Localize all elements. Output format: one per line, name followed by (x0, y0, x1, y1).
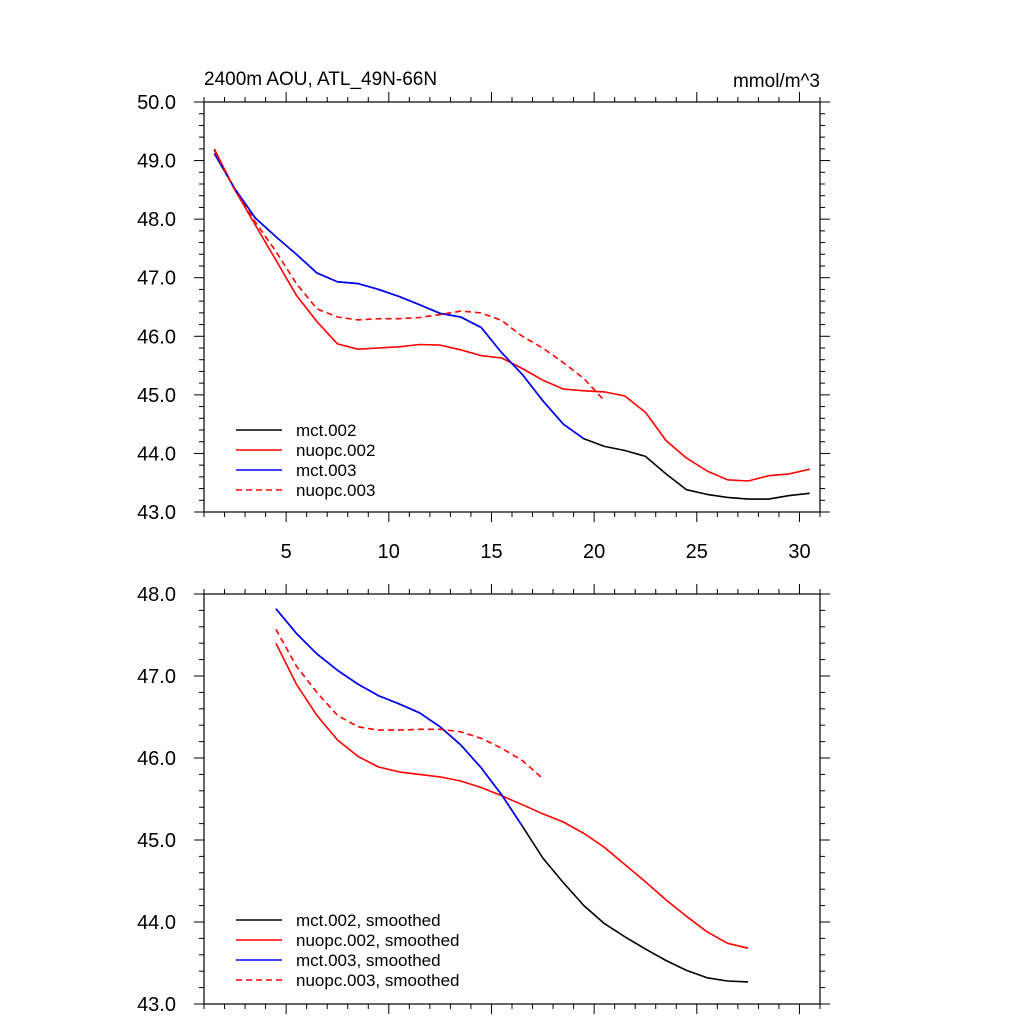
y-tick-label: 47.0 (137, 268, 176, 290)
y-tick-label: 50.0 (137, 92, 176, 114)
y-tick-label: 49.0 (137, 151, 176, 173)
x-tick-label: 25 (686, 541, 708, 563)
legend-label: mct.002 (296, 421, 356, 440)
top-panel: 2400m AOU, ATL_49N-66N mmol/m^3 5 10 15 20 2… (137, 69, 830, 563)
y-tick-label: 43.0 (137, 994, 176, 1016)
y-tick-label: 45.0 (137, 385, 176, 407)
y-tick-label: 48.0 (137, 209, 176, 231)
legend-label: mct.003, smoothed (296, 951, 441, 970)
y-tick-label: 44.0 (137, 912, 176, 934)
legend-label: nuopc.002 (296, 441, 375, 460)
series-line-mct-003 (213, 153, 585, 440)
y-tick-label: 44.0 (137, 443, 176, 465)
y-tick-label: 46.0 (137, 326, 176, 348)
y-tick-label: 43.0 (137, 502, 176, 524)
x-tick-label: 10 (378, 541, 400, 563)
legend-label: nuopc.002, smoothed (296, 931, 460, 950)
x-tick-label: 5 (281, 541, 292, 563)
y-tick-label: 45.0 (137, 830, 176, 852)
series-line-mct-003-smoothed (275, 608, 523, 827)
legend-label: mct.003 (296, 461, 356, 480)
x-tick-label: 20 (583, 541, 605, 563)
chart-title: 2400m AOU, ATL_49N-66N (204, 69, 437, 90)
series-line-nuopc-003-smoothed (275, 628, 544, 780)
y-tick-label: 47.0 (137, 666, 176, 688)
legend-label: nuopc.003, smoothed (296, 971, 460, 990)
legend-label: nuopc.003 (296, 481, 375, 500)
units-label: mmol/m^3 (733, 71, 820, 92)
series-line-nuopc-002-smoothed (275, 642, 749, 949)
y-tick-label: 46.0 (137, 748, 176, 770)
series-line-nuopc-003 (213, 149, 605, 402)
legend-label: mct.002, smoothed (296, 911, 441, 930)
bottom-panel: 43.0 44.0 45.0 46.0 47.0 48.0 mct.002, smoothe… (137, 584, 830, 1016)
y-tick-label: 48.0 (137, 584, 176, 606)
x-tick-label: 30 (788, 541, 810, 563)
x-tick-label: 15 (480, 541, 502, 563)
